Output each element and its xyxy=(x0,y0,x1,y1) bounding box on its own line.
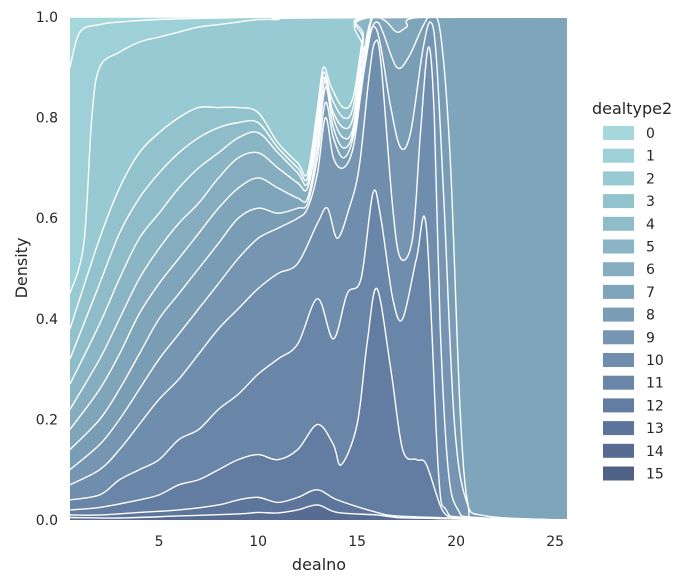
x-tick-label: 20 xyxy=(447,534,465,550)
legend-label: 13 xyxy=(646,421,664,437)
legend-label: 1 xyxy=(646,149,655,165)
area-dealtype2-12 xyxy=(70,288,567,520)
boundary-line-3 xyxy=(69,189,568,521)
x-axis-label: dealno xyxy=(292,555,346,574)
legend-swatch xyxy=(603,148,634,163)
legend-label: 2 xyxy=(646,171,655,187)
legend-swatch xyxy=(603,126,634,140)
boundary-line-5 xyxy=(69,21,568,521)
y-tick-label: 0.8 xyxy=(36,111,58,127)
x-axis-ticks: 5 10 15 20 25 xyxy=(155,534,564,550)
boundary-lines xyxy=(69,13,568,521)
legend-swatch xyxy=(603,353,634,367)
boundary-line-0 xyxy=(69,504,568,521)
y-tick-label: 0.2 xyxy=(36,412,58,428)
legend-swatch xyxy=(603,421,634,436)
legend-swatch xyxy=(603,284,634,299)
legend-swatch xyxy=(603,375,634,390)
legend-label: 8 xyxy=(646,308,655,324)
x-tick-label: 25 xyxy=(546,534,564,550)
legend-label: 9 xyxy=(646,330,655,346)
x-tick-label: 15 xyxy=(348,534,366,550)
area-dealtype2-14 xyxy=(70,504,567,520)
legend-swatch xyxy=(603,398,634,413)
legend-swatch xyxy=(603,194,634,209)
boundary-line-9 xyxy=(69,13,568,385)
legend-label: 3 xyxy=(646,194,655,210)
y-tick-label: 0.4 xyxy=(36,312,58,328)
y-tick-label: 1.0 xyxy=(36,10,58,26)
y-axis-label: Density xyxy=(12,238,31,299)
legend-label: 15 xyxy=(646,467,664,483)
y-axis-ticks: 0.0 0.2 0.4 0.6 0.8 1.0 xyxy=(36,10,58,529)
area-dealtype2-11 xyxy=(70,190,567,521)
boundary-line-4 xyxy=(69,39,568,521)
y-tick-label: 0.0 xyxy=(36,513,58,529)
x-tick-label: 5 xyxy=(155,534,164,550)
boundary-line-7 xyxy=(69,15,568,430)
y-tick-label: 0.6 xyxy=(36,211,58,227)
boundary-line-10 xyxy=(69,14,568,360)
boundary-line-12 xyxy=(69,16,568,294)
legend-label: 10 xyxy=(646,353,664,369)
x-tick-label: 10 xyxy=(249,534,267,550)
legend-label: 6 xyxy=(646,262,655,278)
legend-label: 0 xyxy=(646,126,655,142)
legend-swatch xyxy=(603,239,634,254)
legend-swatch xyxy=(603,307,634,322)
legend-label: 12 xyxy=(646,398,664,414)
legend-label: 11 xyxy=(646,376,664,392)
legend-swatch xyxy=(603,466,634,481)
legend-swatch xyxy=(603,262,634,277)
legend-swatch xyxy=(603,171,634,186)
boundary-line-2 xyxy=(69,287,568,521)
legend-swatch xyxy=(603,216,634,231)
boundary-line-8 xyxy=(69,15,568,410)
legend-label: 5 xyxy=(646,240,655,256)
legend-label: 7 xyxy=(646,285,655,301)
boundary-line-1 xyxy=(69,489,568,521)
legend-label: 14 xyxy=(646,444,664,460)
stacked-areas xyxy=(70,14,567,521)
legend-title: dealtype2 xyxy=(592,99,672,118)
legend-label: 4 xyxy=(646,217,655,233)
boundary-line-11 xyxy=(69,14,568,330)
legend-swatch xyxy=(603,330,634,345)
legend-swatch xyxy=(603,443,634,458)
area-dealtype2-10 xyxy=(70,40,567,520)
boundary-line-6 xyxy=(69,15,568,521)
